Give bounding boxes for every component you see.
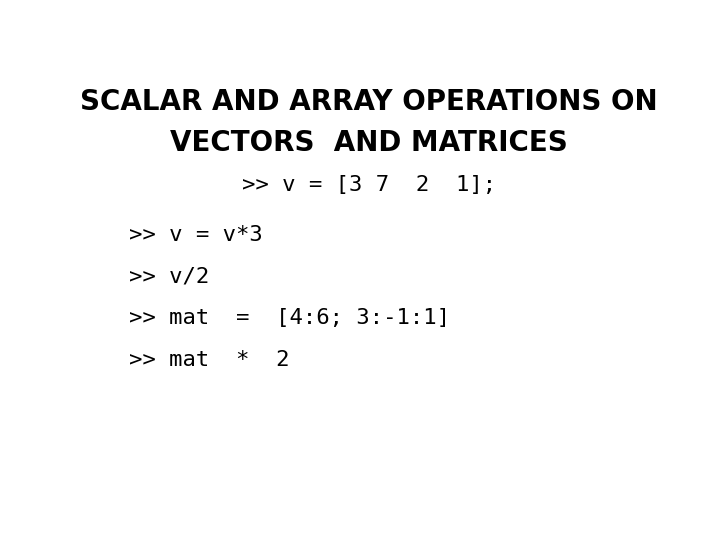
Text: >> mat  *  2: >> mat * 2 [129, 349, 289, 369]
Text: >> v = [3 7  2  1];: >> v = [3 7 2 1]; [242, 175, 496, 195]
Text: >> mat  =  [4:6; 3:-1:1]: >> mat = [4:6; 3:-1:1] [129, 308, 450, 328]
Text: >> v/2: >> v/2 [129, 266, 210, 286]
Text: SCALAR AND ARRAY OPERATIONS ON: SCALAR AND ARRAY OPERATIONS ON [80, 87, 658, 116]
Text: VECTORS  AND MATRICES: VECTORS AND MATRICES [170, 129, 568, 157]
Text: >> v = v*3: >> v = v*3 [129, 225, 263, 245]
